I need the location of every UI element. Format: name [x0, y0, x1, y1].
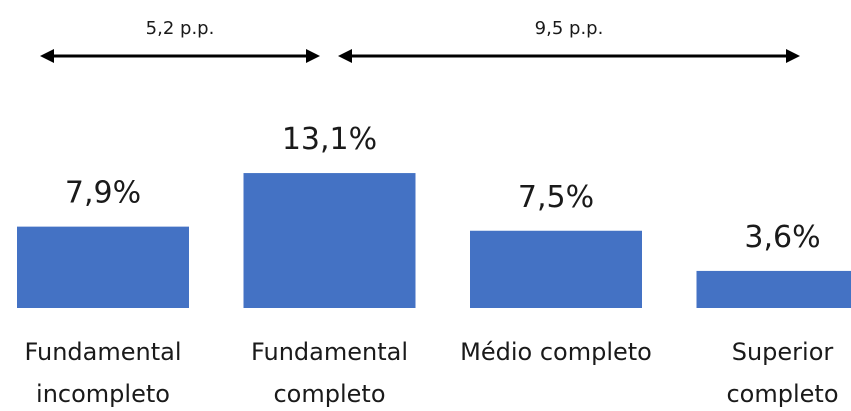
arrowhead-right-icon	[786, 49, 800, 63]
value-labels-group: 7,9% 13,1% 7,5% 3,6%	[65, 122, 821, 255]
value-label-2: 7,5%	[518, 180, 594, 215]
value-label-3: 3,6%	[744, 220, 820, 255]
category-label-2-line-0: Médio completo	[460, 338, 652, 366]
category-label-1-line-1: completo	[273, 380, 385, 408]
value-label-0: 7,9%	[65, 176, 141, 211]
annotation-label-0: 5,2 p.p.	[146, 18, 215, 39]
category-label-3-line-1: completo	[726, 380, 838, 408]
arrowhead-left-icon	[40, 49, 54, 63]
annotation-label-1: 9,5 p.p.	[535, 18, 604, 39]
bar-3	[696, 270, 851, 308]
bars-group	[17, 173, 851, 308]
category-label-0-line-0: Fundamental	[25, 338, 182, 366]
bar-2	[470, 230, 642, 308]
category-label-3-line-0: Superior	[732, 338, 834, 366]
category-labels-group: Fundamental incompleto Fundamental completo…	[25, 338, 839, 408]
category-label-1-line-0: Fundamental	[251, 338, 408, 366]
annotation-arrow-1: 9,5 p.p.	[338, 18, 800, 63]
category-label-0-line-1: incompleto	[36, 380, 170, 408]
arrowhead-left-icon	[338, 49, 352, 63]
value-label-1: 13,1%	[282, 122, 377, 157]
bar-0	[17, 226, 189, 308]
arrowhead-right-icon	[306, 49, 320, 63]
bar-1	[243, 173, 416, 308]
annotation-arrow-0: 5,2 p.p.	[40, 18, 320, 63]
annotations-group: 5,2 p.p. 9,5 p.p.	[40, 18, 800, 63]
